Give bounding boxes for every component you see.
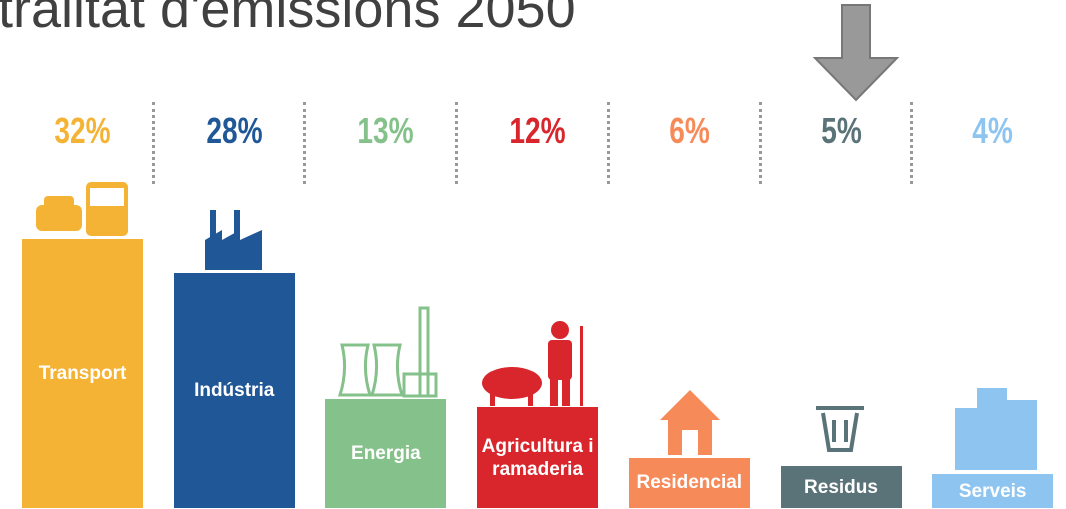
separator: [606, 102, 610, 184]
value-label: 5%: [820, 110, 862, 151]
arrow: [812, 4, 900, 102]
agriculture-icon: [482, 321, 583, 406]
bar: Transport: [22, 239, 143, 508]
separator: [303, 102, 307, 184]
value-label: 13%: [357, 110, 414, 151]
bar-label: Agricultura i ramaderia: [481, 435, 594, 480]
value-label: 12%: [509, 110, 566, 151]
bar-label: Energia: [351, 442, 421, 464]
bar-label: Residencial: [636, 472, 743, 494]
transport-icon: [36, 182, 128, 236]
bar: Serveis: [932, 474, 1054, 508]
building-icon: [955, 388, 1037, 470]
separator: [455, 102, 459, 184]
house-icon: [660, 390, 720, 455]
value-label: 32%: [54, 110, 111, 151]
bin-icon: [816, 406, 864, 452]
value-label: 6%: [669, 110, 710, 151]
bar: Agricultura i ramaderia: [477, 407, 599, 508]
chart-title: tralitat d'emissions 2050: [0, 0, 576, 39]
bar-label: Indústria: [194, 379, 275, 401]
bar: Indústria: [173, 272, 295, 508]
separator: [758, 102, 762, 184]
value-label: 4%: [972, 110, 1013, 151]
bar: Residencial: [628, 457, 750, 508]
separator: [151, 102, 155, 184]
bar: Residus: [780, 466, 902, 508]
value-label: 28%: [206, 110, 263, 151]
industry-icon: [205, 210, 262, 270]
bar-label: Serveis: [958, 480, 1027, 502]
bar-label: Residus: [804, 476, 878, 498]
separator: [910, 102, 914, 184]
bar: Energia: [325, 398, 447, 508]
bar-label: Transport: [38, 363, 127, 385]
energy-icon: [337, 306, 438, 398]
